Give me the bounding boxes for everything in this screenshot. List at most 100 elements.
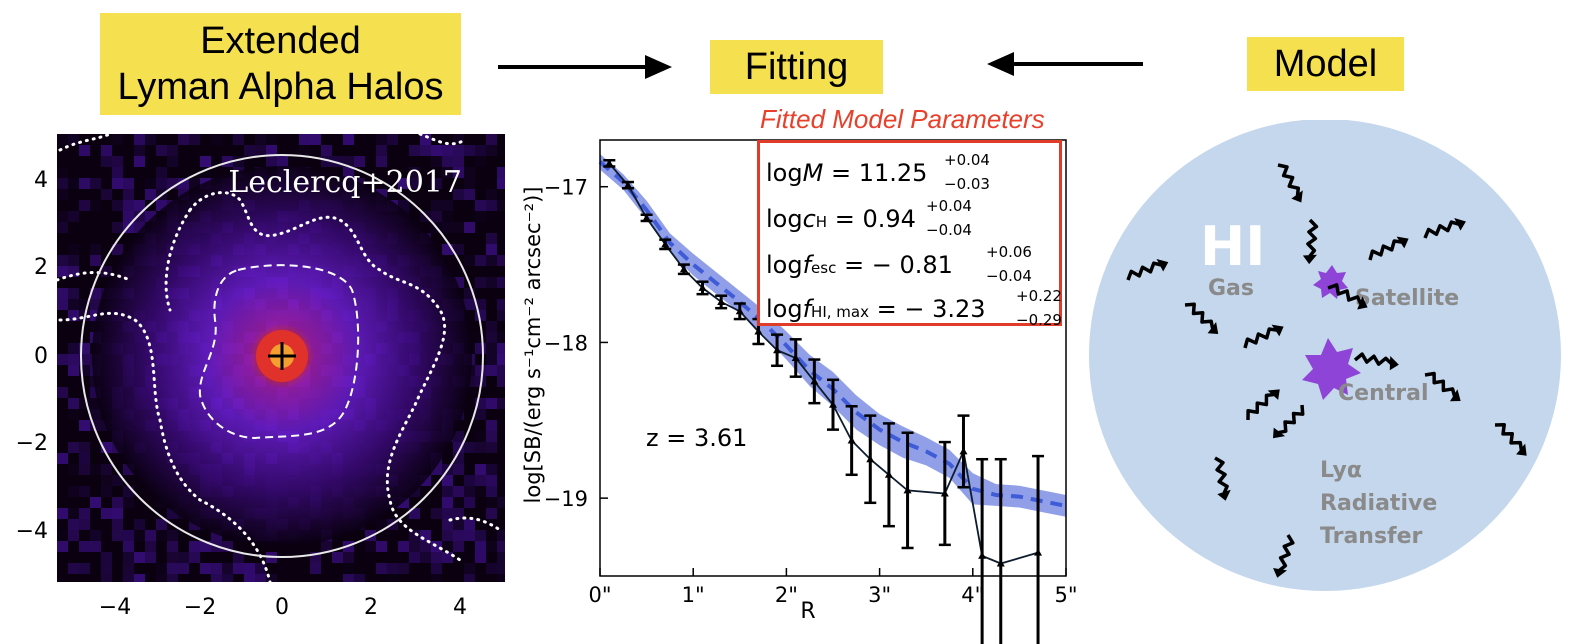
- x-tick-label: 2: [364, 595, 378, 620]
- arrow-right-icon: [498, 55, 672, 79]
- data-point: [791, 354, 800, 361]
- param-lower-error: −0.29: [1016, 311, 1062, 329]
- param-upper-error: +0.04: [926, 197, 972, 215]
- data-point: [940, 489, 949, 497]
- data-point: [847, 436, 856, 444]
- data-point: [1034, 548, 1043, 556]
- data-point: [754, 327, 763, 335]
- y-tick-label: 2: [34, 255, 48, 280]
- param-value: = 0.94: [834, 205, 916, 233]
- photon-icon: [1368, 236, 1409, 261]
- data-point: [773, 346, 782, 354]
- param-upper-error: +0.06: [986, 243, 1032, 261]
- data-point: [996, 559, 1005, 567]
- y-tick-labels: 4 2 0 −2 −4: [16, 168, 48, 544]
- data-point: [884, 470, 893, 478]
- param-lower-error: −0.04: [926, 221, 972, 239]
- photon-icon: [1423, 217, 1466, 239]
- x-tick-labels: −4 −2 0 2 4: [99, 595, 467, 620]
- y-tick-label: −17: [544, 176, 588, 200]
- param-upper-error: +0.04: [944, 151, 990, 169]
- y-tick-label: −18: [544, 331, 588, 355]
- satellite-label: Satellite: [1355, 286, 1459, 311]
- param-value: = − 3.23: [876, 295, 986, 323]
- x-tick-label: −2: [184, 595, 216, 620]
- y-tick-label: −19: [544, 487, 588, 511]
- photon-icon: [1494, 423, 1527, 456]
- citation-label: Leclercq+2017: [228, 165, 462, 200]
- x-tick-label: 4": [961, 583, 984, 607]
- photon-icon: [1302, 218, 1319, 265]
- data-point: [605, 159, 614, 167]
- y-tick-label: −2: [16, 431, 48, 456]
- x-tick-label: 0": [588, 583, 611, 607]
- param-lower-error: −0.03: [944, 175, 990, 193]
- lya-line2: Radiative: [1320, 491, 1437, 516]
- y-axis-label: log[SB/(erg s⁻¹cm⁻² arcsec⁻²)]: [521, 187, 545, 504]
- photon-icon: [1126, 258, 1169, 281]
- x-tick-label: 5": [1054, 583, 1077, 607]
- crosshair-icon: [268, 342, 296, 370]
- x-tick-label: 4: [453, 595, 467, 620]
- central-star-icon: [1302, 338, 1361, 400]
- model-diagram: HI Gas Satellite Central Lyα Radiative T…: [1089, 120, 1561, 591]
- param-logfhimax: logfHI, max = − 3.23 +0.22 −0.29: [766, 287, 1062, 329]
- x-tick-label: 1": [682, 583, 705, 607]
- halos-label-line2: Lyman Alpha Halos: [117, 66, 444, 108]
- data-line: [608, 162, 1039, 565]
- photon-icon: [1327, 283, 1368, 310]
- satellite-star-icon: [1313, 265, 1348, 299]
- fitting-label: Fitting: [710, 40, 883, 94]
- fitted-parameters-title: Fitted Model Parameters: [760, 104, 1045, 134]
- y-tick-label: −4: [16, 519, 48, 544]
- halo-image-panel: Leclercq+2017 −4 −2 0 2 4 4 2 0 −2 −4: [16, 134, 505, 620]
- x-tick-label: 0: [275, 595, 289, 620]
- gas-label: Gas: [1208, 276, 1254, 301]
- data-point: [866, 455, 875, 463]
- photon-icon: [1243, 324, 1284, 349]
- photon-icon: [1273, 534, 1295, 578]
- dashed-contour: [198, 264, 360, 440]
- param-lower-error: −0.04: [986, 267, 1032, 285]
- dotted-contours: [57, 134, 502, 582]
- redshift-label: z = 3.61: [646, 424, 747, 452]
- aperture-circle: [80, 154, 484, 558]
- lya-line1: Lyα: [1320, 458, 1362, 483]
- x-tick-label: 2": [775, 583, 798, 607]
- data-point: [679, 265, 688, 273]
- photon-icon: [1184, 302, 1219, 334]
- photon-icon: [1214, 456, 1231, 501]
- lya-transfer-label: Lyα Radiative Transfer: [1320, 458, 1437, 549]
- y-tick-label: 0: [34, 344, 48, 369]
- param-value: = − 0.81: [843, 251, 953, 279]
- data-point: [717, 297, 726, 305]
- x-tick-label: −4: [99, 595, 131, 620]
- arrow-left-icon: [987, 52, 1143, 76]
- extended-halos-label: Extended Lyman Alpha Halos: [100, 13, 461, 115]
- hi-label: HI: [1200, 215, 1265, 278]
- data-point: [661, 240, 670, 248]
- data-point: [623, 181, 632, 189]
- photon-icon: [1353, 352, 1399, 371]
- halos-label-line1: Extended: [200, 20, 361, 62]
- x-axis-label: R: [800, 599, 815, 624]
- param-logfesc: logfesc = − 0.81 +0.06 −0.04: [766, 243, 1032, 285]
- photon-squiggles: [1126, 163, 1527, 578]
- data-point: [735, 307, 744, 315]
- lya-line3: Transfer: [1320, 524, 1423, 549]
- param-value: = 11.25: [830, 159, 928, 187]
- photon-icon: [1424, 371, 1461, 402]
- data-point: [698, 283, 707, 291]
- photon-icon: [1246, 389, 1280, 421]
- data-point: [642, 213, 651, 221]
- photon-icon: [1273, 404, 1305, 439]
- param-upper-error: +0.22: [1016, 287, 1062, 305]
- photon-icon: [1277, 163, 1303, 203]
- data-point: [810, 377, 819, 385]
- data-point: [959, 447, 968, 455]
- fitted-parameters-box: logM = 11.25 +0.04 −0.03 logcH = 0.94 +0…: [757, 140, 1062, 329]
- y-tick-label: 4: [34, 168, 48, 193]
- param-logm: logM = 11.25 +0.04 −0.03: [766, 151, 990, 193]
